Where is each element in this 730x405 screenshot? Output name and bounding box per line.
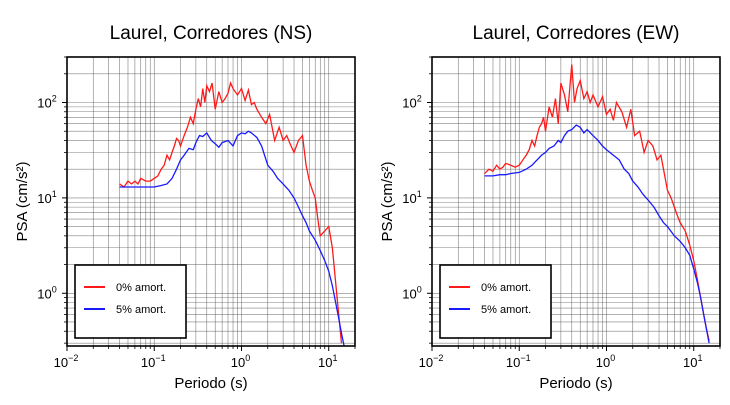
series-line-blue [484, 124, 710, 344]
x-tick-exponent: −2 [68, 353, 78, 363]
y-tick-base: 10 [37, 286, 51, 301]
x-tick-label: 100 [596, 353, 615, 370]
x-tick-base: 10 [506, 355, 520, 370]
y-tick-label: 102 [37, 94, 56, 111]
x-tick-base: 10 [596, 355, 610, 370]
y-tick-label: 100 [37, 284, 56, 301]
x-tick-base: 10 [54, 355, 68, 370]
y-tick-label: 101 [37, 189, 56, 206]
x-tick-exponent: −1 [520, 353, 530, 363]
y-axis-label: PSA (cm/s²) [14, 161, 31, 241]
y-tick-label: 102 [402, 94, 421, 111]
legend-label: 0% amort. [481, 282, 531, 294]
x-tick-exponent: 1 [697, 353, 702, 363]
x-tick-exponent: 0 [245, 353, 250, 363]
y-tick-base: 10 [37, 191, 51, 206]
y-axis-label: PSA (cm/s²) [379, 161, 396, 241]
x-tick-exponent: 1 [332, 353, 337, 363]
plot-frame [431, 56, 721, 347]
legend-label: 0% amort. [116, 282, 166, 294]
y-tick-exponent: 1 [52, 189, 57, 199]
x-tick-base: 10 [231, 355, 245, 370]
x-tick-label: 101 [318, 353, 337, 370]
x-tick-base: 10 [419, 355, 433, 370]
x-tick-label: 101 [683, 353, 702, 370]
x-tick-base: 10 [683, 355, 697, 370]
y-tick-base: 10 [402, 96, 416, 111]
x-axis-label: Periodo (s) [539, 375, 612, 392]
chart-title: Laurel, Corredores (EW) [473, 23, 680, 44]
y-tick-exponent: 1 [417, 189, 422, 199]
legend-label: 5% amort. [116, 304, 166, 316]
legend-label: 5% amort. [481, 304, 531, 316]
x-tick-label: 10−2 [54, 353, 79, 370]
y-tick-base: 10 [37, 96, 51, 111]
y-tick-exponent: 0 [52, 284, 57, 294]
y-tick-exponent: 2 [417, 94, 422, 104]
chart-panel-0: Laurel, Corredores (NS)10−2 10−1 100 101100… [14, 23, 356, 392]
y-tick-base: 10 [402, 286, 416, 301]
chart-panel-1: Laurel, Corredores (EW)10−2 10−1 100 101100… [379, 23, 721, 392]
x-tick-base: 10 [141, 355, 155, 370]
x-tick-label: 100 [231, 353, 250, 370]
x-axis-label: Periodo (s) [174, 375, 247, 392]
legend: 0% amort. 5% amort. [74, 264, 187, 339]
y-tick-base: 10 [402, 191, 416, 206]
x-tick-base: 10 [318, 355, 332, 370]
series-line-blue [119, 130, 345, 346]
x-tick-label: 10−2 [419, 353, 444, 370]
series-line-red [119, 81, 343, 344]
x-tick-exponent: −2 [433, 353, 443, 363]
y-tick-exponent: 2 [52, 94, 57, 104]
x-tick-label: 10−1 [506, 353, 531, 370]
legend-box [74, 264, 187, 339]
y-tick-label: 101 [402, 189, 421, 206]
y-tick-exponent: 0 [417, 284, 422, 294]
legend-box [439, 264, 552, 339]
series-line-red [484, 64, 710, 341]
y-tick-label: 100 [402, 284, 421, 301]
x-tick-exponent: −1 [155, 353, 165, 363]
x-tick-exponent: 0 [610, 353, 615, 363]
legend: 0% amort. 5% amort. [439, 264, 552, 339]
x-tick-label: 10−1 [141, 353, 166, 370]
plot-frame [66, 56, 356, 347]
chart-title: Laurel, Corredores (NS) [110, 23, 313, 44]
